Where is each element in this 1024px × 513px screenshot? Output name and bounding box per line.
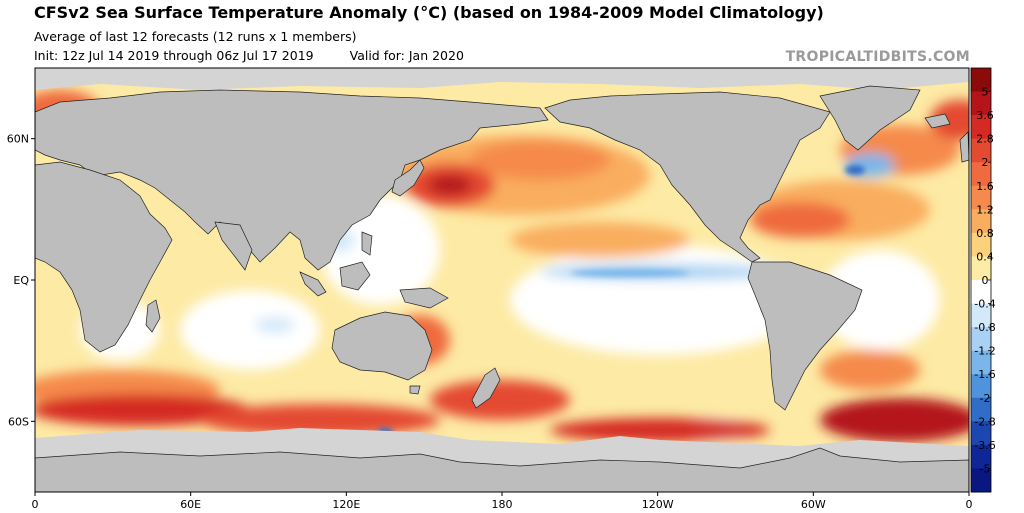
lat-tick-label: 60S	[8, 415, 29, 428]
australia	[331, 311, 433, 381]
tasmania	[409, 385, 421, 395]
lon-tick-label: 0	[32, 498, 39, 511]
arctic-ice	[35, 68, 969, 90]
longitude-axis: 0 60E 120E 180 120W 60W 0	[32, 492, 973, 511]
india	[214, 221, 253, 271]
japan	[391, 159, 425, 197]
colorbar-label: -2.8	[974, 415, 995, 428]
lon-tick-label: 180	[492, 498, 513, 511]
colorbar-label: 2	[982, 156, 989, 169]
colorbar-swatch	[971, 91, 991, 116]
lon-tick-label: 0	[966, 498, 973, 511]
philippines	[361, 231, 373, 256]
sumatra	[299, 271, 327, 297]
lon-tick-label: 60W	[801, 498, 826, 511]
map-area	[35, 68, 969, 492]
colorbar: 5 3.6 2.8 2 1.6 1.2 0.8 0.4 0 -0.4 -0.8 -1.2 -1.6 -2 -…	[970, 67, 996, 493]
uk	[959, 131, 969, 163]
colorbar-label: 0.8	[976, 227, 994, 240]
init-text: Init: 12z Jul 14 2019 through 06z Jul 17…	[34, 48, 314, 63]
watermark: TROPICALTIDBITS.COM	[785, 49, 970, 65]
colorbar-label: -1.2	[974, 345, 995, 358]
colorbar-label: 3.6	[976, 109, 994, 122]
colorbar-label: 1.2	[976, 203, 994, 216]
north-america	[544, 91, 831, 263]
lat-tick-label: EQ	[13, 274, 29, 287]
new-zealand	[471, 367, 501, 409]
colorbar-swatch	[971, 138, 991, 163]
latitude-axis: 60N EQ 60S	[7, 133, 35, 428]
colorbar-label: 1.6	[976, 180, 994, 193]
new-guinea	[399, 287, 449, 309]
madagascar	[145, 299, 161, 333]
africa	[35, 161, 173, 353]
colorbar-swatch	[971, 444, 991, 469]
lon-tick-label: 120E	[332, 498, 360, 511]
south-america	[747, 261, 863, 411]
lat-tick-label: 60N	[7, 133, 29, 146]
colorbar-swatch	[971, 280, 991, 305]
colorbar-swatch	[971, 209, 991, 234]
colorbar-swatch	[971, 397, 991, 422]
lon-tick-label: 120W	[642, 498, 674, 511]
colorbar-label: -5	[980, 462, 991, 475]
colorbar-swatch	[971, 374, 991, 399]
colorbar-swatch	[971, 162, 991, 187]
colorbar-swatch	[971, 350, 991, 375]
colorbar-swatch	[971, 468, 991, 493]
eurasia	[35, 89, 549, 271]
init-line: Init: 12z Jul 14 2019 through 06z Jul 17…	[34, 48, 464, 63]
colorbar-swatch	[971, 256, 991, 281]
lon-tick-label: 60E	[180, 498, 201, 511]
colorbar-label: 2.8	[976, 133, 994, 146]
colorbar-swatch	[971, 185, 991, 210]
borneo	[339, 261, 371, 291]
colorbar-swatch	[971, 115, 991, 140]
colorbar-swatch	[971, 232, 991, 257]
land-masses	[35, 85, 969, 492]
colorbar-label: -2	[980, 392, 991, 405]
colorbar-label: 0.4	[976, 250, 994, 263]
colorbar-swatch	[971, 421, 991, 446]
greenland	[819, 85, 921, 151]
colorbar-label: -3.6	[974, 439, 995, 452]
colorbar-swatch	[971, 327, 991, 352]
colorbar-swatch	[971, 68, 991, 93]
colorbar-label: 5	[982, 86, 989, 99]
colorbar-swatch	[971, 303, 991, 328]
iceland	[924, 113, 951, 129]
colorbar-label: -0.8	[974, 321, 995, 334]
valid-text: Valid for: Jan 2020	[349, 48, 464, 63]
map-subtitle: Average of last 12 forecasts (12 runs x …	[34, 29, 357, 44]
map-title: CFSv2 Sea Surface Temperature Anomaly (°…	[34, 3, 824, 22]
colorbar-label: -0.4	[974, 298, 995, 311]
antarctica	[35, 447, 969, 492]
colorbar-label: -1.6	[974, 368, 995, 381]
colorbar-label: 0	[982, 274, 989, 287]
